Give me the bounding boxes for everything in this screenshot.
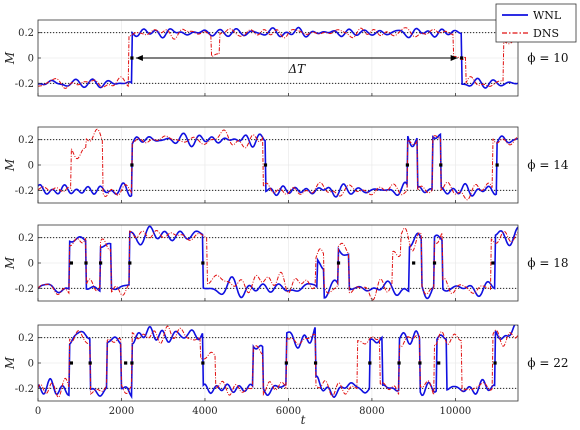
series-line-dns bbox=[38, 128, 518, 201]
switch-marker bbox=[69, 261, 73, 265]
y-tick-label: 0 bbox=[28, 161, 34, 172]
panel-label: ϕ = 18 bbox=[527, 256, 568, 270]
y-tick-label: -0.2 bbox=[15, 384, 34, 395]
y-tick-label: 0.2 bbox=[18, 333, 34, 344]
switch-marker bbox=[432, 261, 437, 265]
x-tick-label: 10000 bbox=[439, 406, 471, 417]
x-axis-label: t bbox=[301, 413, 306, 427]
panel-2: -0.2 0 0.2 M ϕ = 18 bbox=[3, 224, 569, 302]
switch-marker bbox=[201, 361, 205, 365]
series-line-dns bbox=[38, 27, 518, 89]
y-tick-label: 0 bbox=[28, 259, 34, 270]
series-group bbox=[38, 26, 518, 89]
x-tick-label: 0 bbox=[35, 406, 41, 417]
y-axis-label: M bbox=[3, 51, 17, 65]
series-line-wnl bbox=[38, 26, 518, 89]
switch-marker bbox=[495, 163, 499, 167]
delta-t-arrowhead-right bbox=[450, 55, 458, 61]
x-tick-label: 8000 bbox=[359, 406, 384, 417]
series-group bbox=[38, 128, 518, 201]
switch-marker bbox=[493, 361, 497, 365]
switch-marker bbox=[397, 361, 401, 365]
y-tick-label: -0.2 bbox=[15, 284, 34, 295]
switch-marker bbox=[130, 56, 134, 60]
delta-t-label: ΔT bbox=[287, 62, 306, 76]
legend-label-wnl: WNL bbox=[533, 9, 562, 22]
panel-1: -0.2 0 0.2 M ϕ = 14 bbox=[3, 126, 569, 204]
y-tick-label: 0.2 bbox=[18, 135, 34, 146]
y-tick-label: -0.2 bbox=[15, 186, 34, 197]
switch-marker bbox=[130, 163, 134, 167]
y-tick-label: -0.2 bbox=[15, 79, 34, 90]
switch-marker bbox=[128, 261, 132, 265]
y-axis-label: M bbox=[3, 158, 17, 172]
switch-marker bbox=[84, 261, 88, 265]
panel-3: -0.200.2M ϕ = 220 2000 4000 6000 8000 10000 bbox=[3, 324, 569, 417]
panel-label: ϕ = 14 bbox=[527, 158, 568, 172]
switch-marker bbox=[88, 361, 92, 365]
switch-marker bbox=[69, 361, 73, 365]
switch-marker bbox=[418, 361, 422, 365]
switch-marker bbox=[491, 261, 495, 265]
legend-label-dns: DNS bbox=[533, 27, 559, 40]
switch-marker bbox=[368, 361, 372, 365]
y-axis-label: M bbox=[3, 356, 17, 370]
y-tick-label: 0.2 bbox=[18, 233, 34, 244]
switch-marker bbox=[313, 361, 318, 365]
switch-marker bbox=[405, 163, 409, 167]
switch-marker bbox=[263, 163, 268, 167]
legend: WNL DNS bbox=[495, 3, 577, 43]
y-axis-label: M bbox=[3, 256, 17, 270]
series-group bbox=[38, 225, 518, 301]
delta-t-arrowhead-left bbox=[135, 55, 143, 61]
series-line-dns bbox=[38, 325, 518, 398]
x-tick-label: 6000 bbox=[276, 406, 301, 417]
panel-0: -0.2 0 0.2 M ϕ = 10 ΔT bbox=[3, 19, 569, 97]
y-tick-label: 0.2 bbox=[18, 28, 34, 39]
legend-box bbox=[495, 3, 577, 43]
panel-label: ϕ = 10 bbox=[527, 51, 568, 65]
switch-marker bbox=[336, 261, 341, 265]
switch-marker bbox=[412, 261, 416, 265]
x-tick-label: 4000 bbox=[192, 406, 217, 417]
switch-marker bbox=[437, 361, 441, 365]
y-tick-label: 0 bbox=[28, 54, 34, 65]
switch-marker bbox=[284, 361, 288, 365]
series-line-dns bbox=[38, 227, 518, 301]
series-line-wnl bbox=[38, 225, 518, 300]
switch-marker bbox=[439, 163, 443, 167]
switch-marker bbox=[201, 261, 205, 265]
series-line-wnl bbox=[38, 132, 518, 198]
switch-marker bbox=[124, 361, 128, 365]
switch-marker bbox=[130, 361, 134, 365]
y-tick-label: 0 bbox=[28, 359, 34, 370]
series-group bbox=[38, 325, 518, 400]
switch-marker bbox=[99, 261, 103, 265]
x-tick-label: 2000 bbox=[109, 406, 134, 417]
panel-label: ϕ = 22 bbox=[527, 356, 568, 370]
switch-marker bbox=[460, 56, 464, 60]
